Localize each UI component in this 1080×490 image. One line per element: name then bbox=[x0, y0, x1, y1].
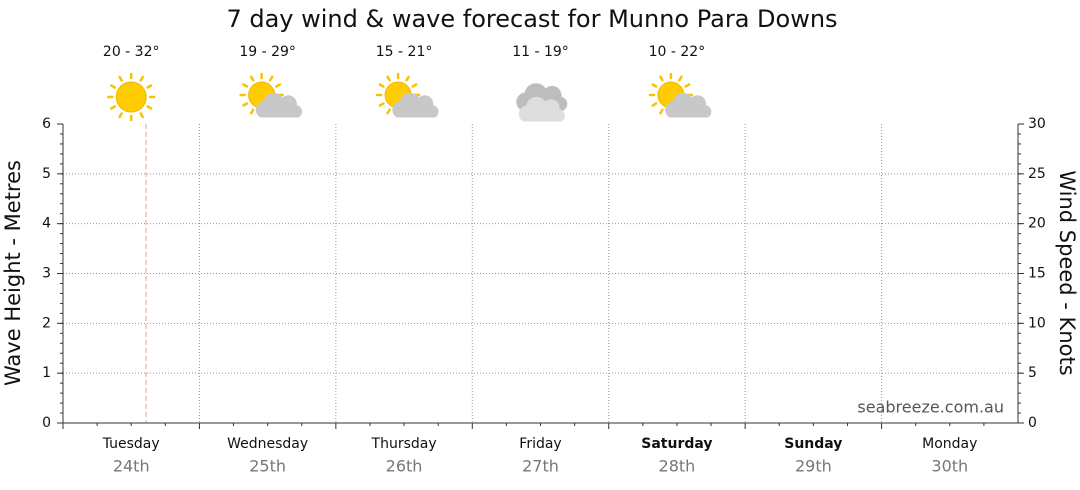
weather-icon bbox=[106, 72, 156, 122]
sun-ray bbox=[242, 102, 249, 107]
sun-ray bbox=[110, 84, 117, 89]
y-tick-label: 4 bbox=[42, 216, 51, 232]
temperature: 20 - 32° bbox=[103, 44, 160, 60]
sun-ray bbox=[275, 83, 282, 88]
y-tick-label: 2 bbox=[42, 315, 51, 331]
day-label: Wednesday bbox=[227, 436, 308, 452]
y2-tick-label: 15 bbox=[1028, 266, 1046, 282]
date-label: 30th bbox=[931, 457, 968, 476]
cloud bbox=[518, 96, 565, 122]
sun-ray bbox=[249, 108, 255, 115]
y-tick-label: 6 bbox=[42, 116, 51, 132]
weather-icon bbox=[239, 72, 303, 118]
sun-ray bbox=[411, 83, 418, 88]
sun-ray bbox=[242, 83, 249, 88]
sun-ray bbox=[405, 75, 410, 82]
y2-tick-label: 25 bbox=[1028, 166, 1046, 182]
y2-tick-label: 5 bbox=[1028, 365, 1037, 381]
date-label: 25th bbox=[249, 457, 286, 476]
watermark: seabreeze.com.au bbox=[857, 398, 1004, 417]
y-tick-label: 5 bbox=[42, 166, 51, 182]
cloud bbox=[392, 92, 439, 118]
sun-ray bbox=[684, 83, 691, 88]
temperature: 19 - 29° bbox=[239, 44, 296, 60]
sun-ray bbox=[146, 105, 153, 110]
temperature: 10 - 22° bbox=[649, 44, 706, 60]
sun bbox=[115, 81, 147, 113]
day-label: Monday bbox=[922, 436, 977, 452]
sun-ray bbox=[110, 105, 117, 110]
temperature: 11 - 19° bbox=[512, 44, 569, 60]
date-label: 27th bbox=[522, 457, 559, 476]
y2-tick-label: 10 bbox=[1028, 315, 1046, 331]
y-tick-label: 0 bbox=[42, 415, 51, 431]
cloud bbox=[255, 92, 303, 118]
date-label: 29th bbox=[795, 457, 832, 476]
day-label: Thursday bbox=[371, 436, 437, 452]
sun-ray bbox=[659, 75, 664, 82]
y2-tick-label: 30 bbox=[1028, 116, 1046, 132]
sun-ray bbox=[651, 102, 658, 107]
sun-ray bbox=[659, 108, 664, 115]
weather-icon bbox=[375, 72, 439, 118]
cloud bbox=[665, 92, 712, 118]
y-axis-label: Wave Height - Metres bbox=[1, 160, 25, 386]
y-tick-label: 1 bbox=[42, 365, 51, 381]
sun-ray bbox=[386, 108, 391, 115]
sun-ray bbox=[249, 75, 255, 82]
sun-ray bbox=[386, 75, 391, 82]
sun-ray bbox=[268, 75, 274, 82]
sun-ray bbox=[146, 84, 153, 89]
sun-ray bbox=[118, 75, 123, 82]
day-label: Sunday bbox=[784, 436, 842, 452]
date-label: 24th bbox=[113, 457, 150, 476]
y2-tick-label: 20 bbox=[1028, 216, 1046, 232]
y-tick-label: 3 bbox=[42, 266, 51, 282]
chart-title: 7 day wind & wave forecast for Munno Par… bbox=[226, 5, 837, 33]
temperature: 15 - 21° bbox=[376, 44, 433, 60]
sun-ray bbox=[139, 75, 144, 82]
sun-ray bbox=[118, 112, 123, 119]
weather-icon bbox=[516, 83, 568, 122]
y2-axis-label: Wind Speed - Knots bbox=[1055, 170, 1079, 375]
sun-ray bbox=[139, 112, 144, 119]
day-label: Saturday bbox=[641, 436, 712, 452]
weather-icon bbox=[648, 72, 712, 118]
sun-ray bbox=[378, 102, 385, 107]
day-label: Tuesday bbox=[102, 436, 160, 452]
y2-tick-label: 0 bbox=[1028, 415, 1037, 431]
day-label: Friday bbox=[519, 436, 561, 452]
date-label: 28th bbox=[659, 457, 696, 476]
sun-ray bbox=[678, 75, 683, 82]
sun-ray bbox=[651, 83, 658, 88]
sun-ray bbox=[378, 83, 385, 88]
date-label: 26th bbox=[386, 457, 423, 476]
